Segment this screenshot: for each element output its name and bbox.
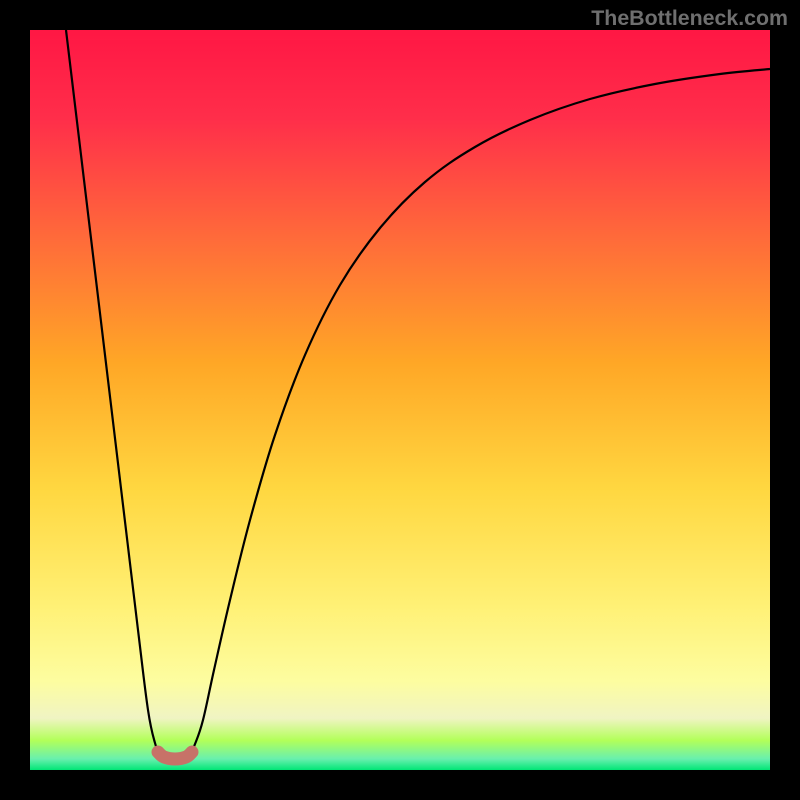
chart-container: TheBottleneck.com [0,0,800,800]
plot-area [30,30,770,770]
optimal-point-marker [158,752,192,759]
watermark-label: TheBottleneck.com [591,6,788,31]
plot-svg [30,30,770,770]
